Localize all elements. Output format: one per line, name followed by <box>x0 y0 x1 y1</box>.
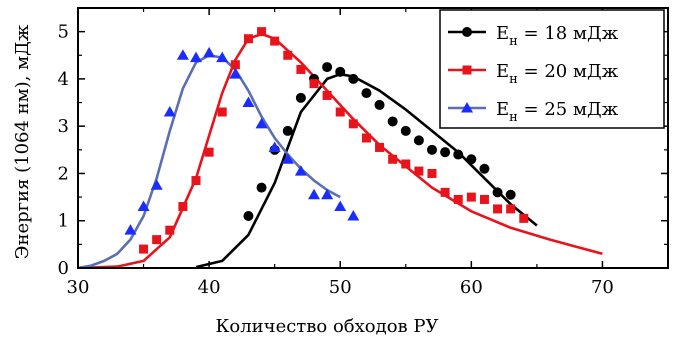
data-point-series-2 <box>165 225 175 235</box>
data-point-series-1 <box>282 125 293 136</box>
data-point-series-1 <box>466 154 477 165</box>
data-point-series-2 <box>348 119 358 129</box>
data-point-series-3 <box>150 179 163 190</box>
data-point-series-2 <box>309 79 319 89</box>
data-point-series-2 <box>139 244 149 254</box>
data-point-series-2 <box>270 36 280 46</box>
data-point-series-2 <box>388 154 398 164</box>
data-point-series-2 <box>493 204 503 214</box>
data-point-series-2 <box>204 147 214 157</box>
plot-frame <box>77 7 669 269</box>
data-point-series-1 <box>387 116 398 127</box>
data-point-series-3 <box>255 117 268 129</box>
x-axis-title: Количество обходов РУ <box>215 316 438 337</box>
data-point-series-2 <box>243 34 253 44</box>
data-point-series-1 <box>427 144 437 155</box>
data-point-series-3 <box>347 210 360 221</box>
data-point-series-2 <box>375 142 385 152</box>
data-point-series-3 <box>281 153 294 164</box>
data-point-series-1 <box>453 149 464 160</box>
data-point-series-1 <box>243 211 254 221</box>
x-tick-label: 60 <box>460 277 483 298</box>
data-point-series-2 <box>296 64 306 74</box>
y-tick-label: 4 <box>58 69 69 90</box>
data-point-series-2 <box>257 27 267 37</box>
x-tick-label: 40 <box>198 277 221 298</box>
data-point-series-2 <box>335 107 345 117</box>
data-point-series-2 <box>479 194 489 204</box>
fit-line-series-3 <box>78 54 341 268</box>
x-tick-label: 50 <box>329 277 352 298</box>
legend-marker <box>461 102 473 113</box>
data-point-series-3 <box>294 165 307 176</box>
data-point-series-2 <box>466 192 476 202</box>
legend-marker <box>462 27 472 37</box>
fit-line-series-2 <box>78 32 603 268</box>
data-point-series-1 <box>335 66 346 77</box>
y-tick-label: 5 <box>58 22 69 43</box>
legend-marker <box>462 65 472 75</box>
data-point-series-3 <box>229 68 242 79</box>
data-point-series-1 <box>479 163 490 174</box>
data-point-series-3 <box>242 96 255 108</box>
data-point-series-3 <box>176 49 189 60</box>
y-tick-label: 0 <box>58 258 69 279</box>
data-point-series-3 <box>321 188 334 200</box>
y-tick-label: 2 <box>58 163 69 184</box>
data-point-series-2 <box>361 133 371 143</box>
data-point-series-3 <box>334 200 347 212</box>
legend-label: Eн = 25 мДж <box>496 99 619 125</box>
legend-label: Eн = 20 мДж <box>496 61 619 87</box>
data-point-series-3 <box>190 51 202 63</box>
data-point-series-2 <box>427 168 437 178</box>
data-point-series-1 <box>295 92 306 103</box>
data-point-series-2 <box>152 235 162 245</box>
data-point-series-1 <box>361 88 372 99</box>
data-point-series-3 <box>163 106 176 117</box>
data-point-series-3 <box>216 51 229 63</box>
y-tick-label: 3 <box>58 116 69 137</box>
data-point-series-2 <box>178 202 188 212</box>
data-point-series-2 <box>191 176 201 186</box>
data-point-series-1 <box>440 147 451 158</box>
x-tick-label: 30 <box>67 277 90 298</box>
data-point-series-2 <box>453 194 463 204</box>
y-tick-label: 1 <box>58 211 69 232</box>
data-point-series-1 <box>348 73 359 84</box>
data-point-series-2 <box>519 213 529 223</box>
data-point-series-2 <box>414 166 424 176</box>
data-point-series-1 <box>256 182 267 193</box>
data-point-series-2 <box>283 50 293 60</box>
data-point-series-1 <box>505 189 516 200</box>
legend-label: Eн = 18 мДж <box>496 23 619 49</box>
data-point-series-2 <box>322 90 332 100</box>
data-point-series-3 <box>124 224 137 235</box>
data-point-series-2 <box>401 159 411 169</box>
data-point-series-1 <box>374 99 385 110</box>
data-point-series-1 <box>413 135 424 146</box>
data-point-series-2 <box>217 107 227 117</box>
y-axis-title: Энергия (1064 нм), мДж <box>12 24 33 259</box>
data-point-series-3 <box>203 46 216 58</box>
data-point-series-3 <box>268 141 281 152</box>
data-point-series-1 <box>322 62 333 73</box>
data-point-series-2 <box>506 204 516 214</box>
data-point-series-3 <box>308 188 320 200</box>
data-point-series-3 <box>137 200 150 212</box>
data-point-series-1 <box>400 125 411 136</box>
data-point-series-2 <box>230 60 240 70</box>
data-point-series-1 <box>492 187 503 198</box>
data-point-series-2 <box>440 187 450 197</box>
x-tick-label: 70 <box>591 277 614 298</box>
